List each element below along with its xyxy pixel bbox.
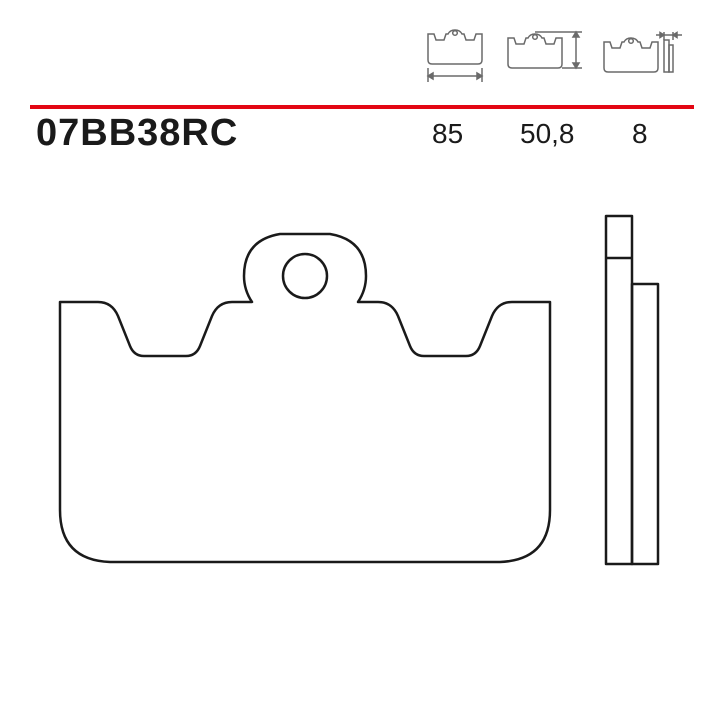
red-divider-rect [30, 105, 694, 109]
part-number: 07BB38RC [36, 112, 238, 155]
thickness-value: 8 [632, 118, 648, 150]
labels-row: 07BB38RC 85 50,8 8 [0, 112, 724, 152]
brake-pad-side-view [600, 210, 670, 590]
header-row [0, 28, 724, 90]
thickness-dim-icon [600, 28, 684, 91]
width-dim-icon [420, 28, 490, 91]
brake-pad-front-view [40, 210, 570, 570]
height-dim-icon [504, 28, 586, 91]
width-value: 85 [432, 118, 463, 150]
divider-line [30, 96, 694, 100]
dimension-icons-group [420, 28, 684, 91]
height-value: 50,8 [520, 118, 575, 150]
